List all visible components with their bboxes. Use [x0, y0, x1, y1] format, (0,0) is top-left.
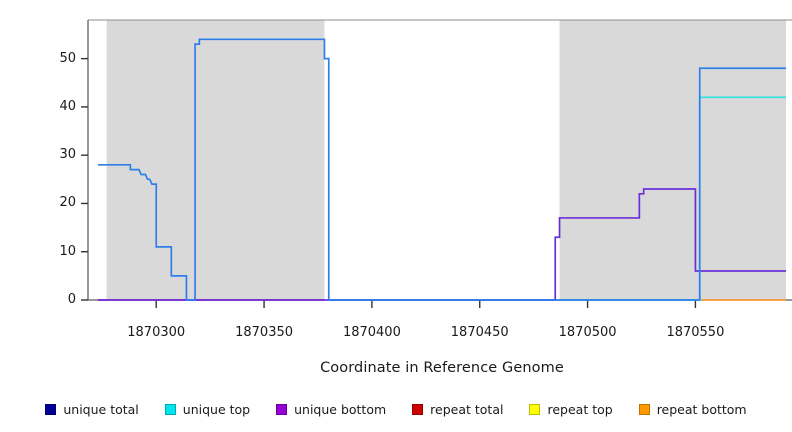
chart-legend: unique total unique top unique bottom repea… — [0, 398, 792, 420]
x-axis-title: Coordinate in Reference Genome — [320, 360, 564, 376]
legend-label: unique bottom — [294, 401, 387, 417]
legend-item: unique total — [45, 401, 139, 417]
legend-item: repeat total — [412, 402, 503, 417]
y-tick-label: 10 — [59, 243, 76, 259]
legend-label: unique total — [63, 401, 139, 417]
y-tick-label: 50 — [59, 50, 76, 66]
legend-label: repeat total — [430, 401, 504, 417]
legend-item: unique bottom — [276, 402, 386, 417]
y-tick-label: 40 — [59, 98, 76, 114]
x-tick-label: 1870450 — [450, 325, 509, 340]
series-unique-bottom — [98, 188, 786, 301]
legend-label: repeat bottom — [656, 401, 747, 417]
y-tick-label: 0 — [67, 292, 76, 307]
y-tick-label: 30 — [59, 147, 76, 163]
legend-item: repeat bottom — [638, 401, 747, 417]
legend-swatch-icon — [164, 403, 176, 415]
x-tick-label: 1870500 — [558, 325, 617, 340]
legend-item: repeat top — [529, 401, 613, 417]
legend-label: repeat top — [547, 401, 613, 417]
x-tick-label: 1870550 — [666, 325, 725, 340]
legend-swatch-icon — [412, 403, 424, 415]
repeat-band-left — [106, 20, 325, 300]
legend-swatch-icon — [45, 403, 57, 415]
legend-label: unique top — [182, 401, 251, 417]
x-tick-label: 1870300 — [127, 325, 186, 340]
x-tick-label: 1870400 — [342, 325, 401, 340]
legend-swatch-icon — [276, 403, 288, 415]
legend-swatch-icon — [638, 403, 650, 415]
x-tick-label: 1870350 — [235, 325, 294, 340]
series-unique-total — [98, 38, 786, 301]
legend-swatch-icon — [529, 403, 541, 415]
legend-item: unique top — [164, 401, 251, 417]
y-tick-label: 20 — [59, 195, 76, 211]
repeat-band-right — [559, 20, 786, 300]
